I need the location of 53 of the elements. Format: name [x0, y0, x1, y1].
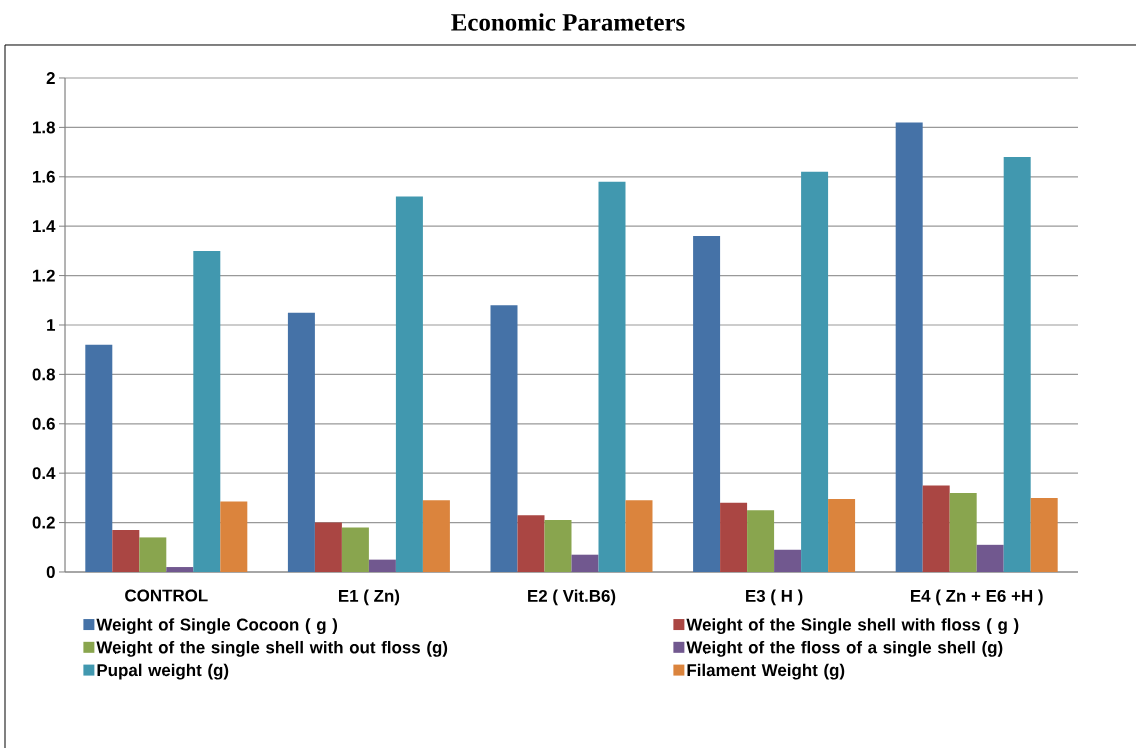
bar	[625, 500, 653, 572]
y-tick-label: 0	[46, 565, 55, 578]
bar	[801, 171, 829, 572]
x-tick-label: E4 ( Zn + E6 +H )	[911, 589, 1043, 606]
x-tick-label: CONTROL	[125, 589, 208, 602]
bar	[368, 559, 396, 572]
bar	[139, 537, 167, 572]
bar	[287, 312, 315, 572]
y-tick-label: 2	[46, 72, 55, 84]
bar	[544, 520, 572, 572]
bar	[193, 250, 221, 572]
bar	[166, 567, 194, 572]
bar	[976, 544, 1004, 572]
bar	[112, 530, 140, 572]
bar	[220, 501, 248, 572]
legend-label: Filament Weight (g)	[687, 663, 845, 680]
legend-label: Pupal weight (g)	[97, 663, 229, 680]
bar	[774, 549, 802, 572]
bar	[895, 122, 923, 572]
bar	[490, 305, 518, 572]
y-tick-label: 0.8	[32, 368, 55, 381]
y-tick-label: 1.6	[33, 170, 55, 183]
x-tick-label: E1 ( Zn)	[338, 589, 400, 606]
bar	[828, 499, 856, 572]
bar	[720, 502, 748, 572]
y-tick-label: 0.6	[32, 417, 55, 430]
bar	[314, 522, 342, 572]
bar	[85, 344, 113, 572]
y-tick-label: 1.4	[33, 220, 56, 233]
bar	[747, 510, 775, 572]
bar	[341, 527, 369, 572]
bar	[517, 515, 545, 572]
bar	[1003, 157, 1031, 572]
bar	[422, 500, 450, 572]
y-tick-label: 0.2	[32, 516, 55, 529]
bar	[693, 236, 721, 572]
bar	[395, 196, 423, 572]
bar	[571, 554, 599, 572]
legend-label: Weight of the floss of a single shell (g)	[686, 640, 1003, 657]
bar	[1030, 497, 1058, 572]
legend-label: Weight of Single Cocoon ( g )	[96, 618, 338, 635]
legend-label: Weight of the Single shell with floss ( g )	[686, 618, 1019, 635]
bar	[922, 485, 950, 572]
bar	[598, 181, 626, 572]
y-tick-label: 1	[47, 319, 56, 331]
legend-label: Weight of the single shell with out floss (g)	[96, 640, 448, 657]
x-tick-label: E2 ( Vit.B6)	[528, 589, 616, 606]
chart-title: Economic Parameters	[451, 13, 685, 31]
y-tick-label: 1.2	[33, 269, 55, 282]
y-tick-label: 0.4	[32, 467, 56, 480]
x-tick-label: E3 ( H )	[746, 589, 803, 606]
bar	[949, 492, 977, 572]
y-tick-label: 1.8	[33, 121, 55, 134]
